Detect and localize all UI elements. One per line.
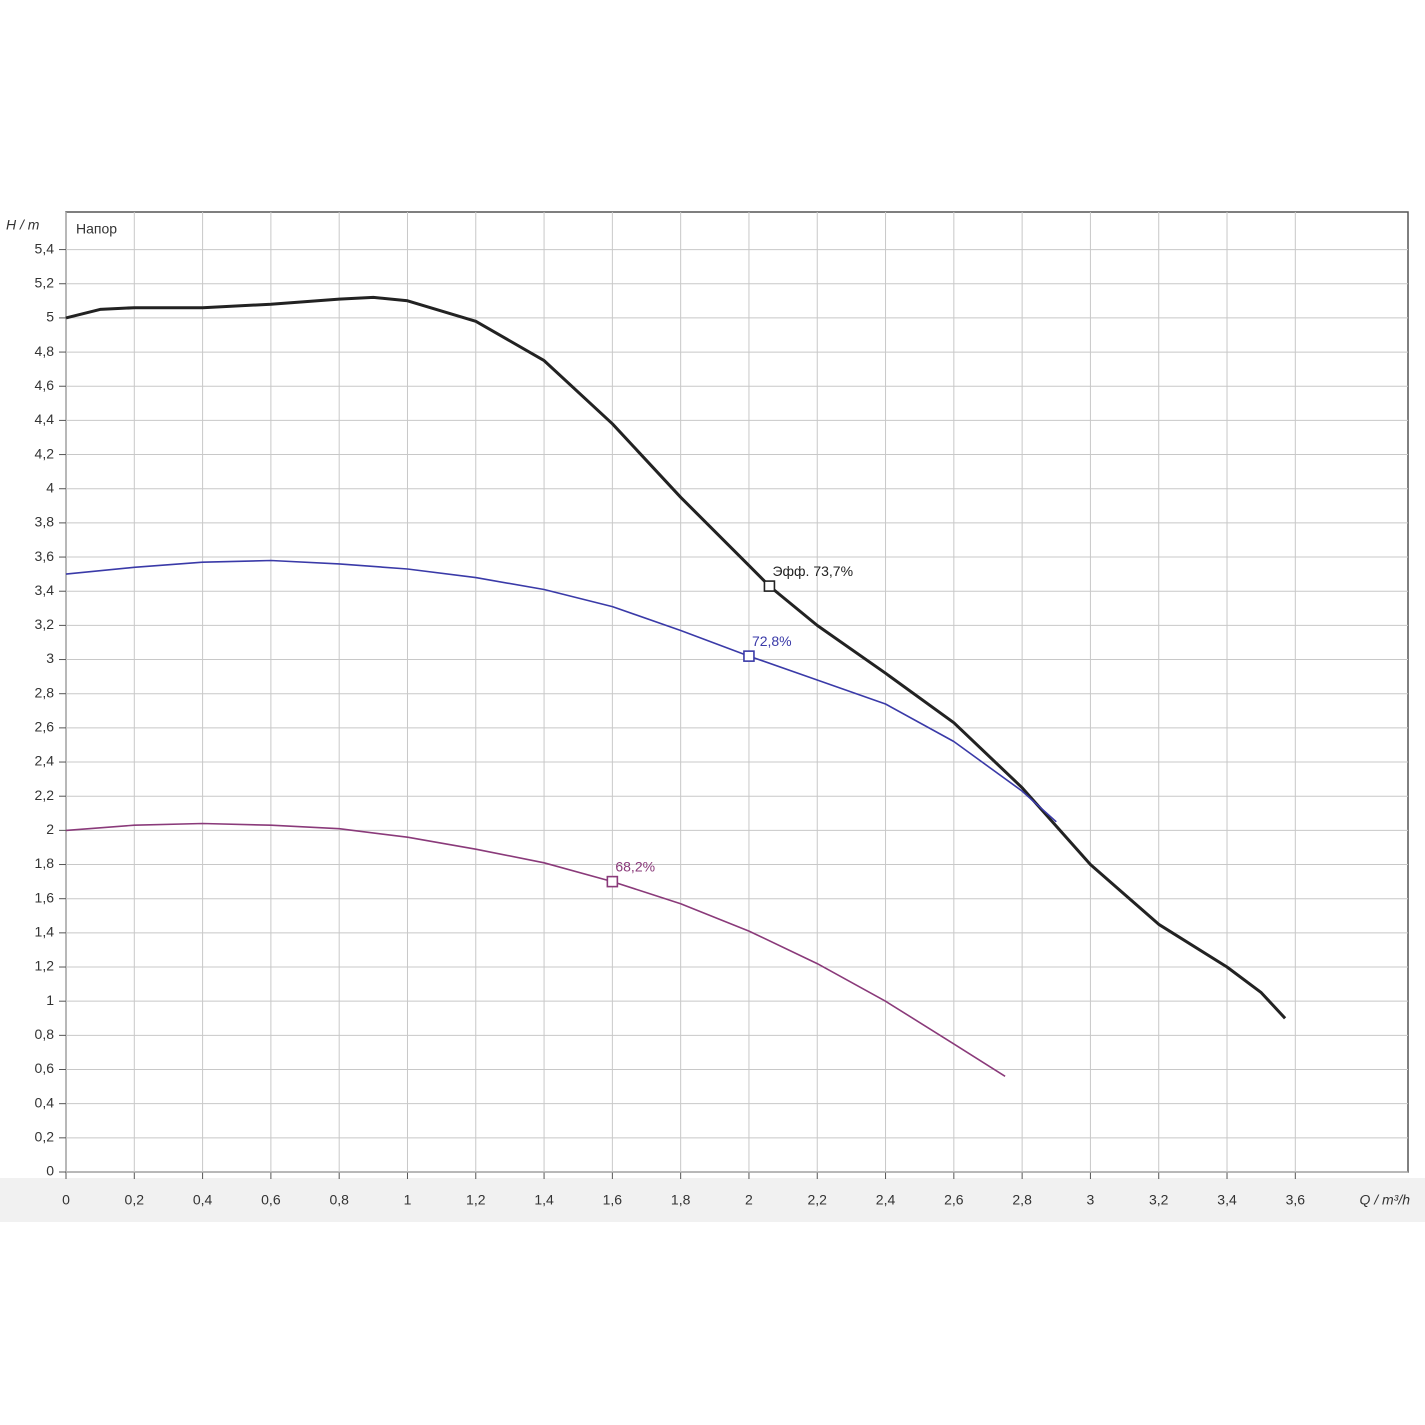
x-tick-label: 1 bbox=[404, 1192, 412, 1208]
series-line bbox=[65, 295, 1287, 1020]
y-tick-label: 1,2 bbox=[35, 958, 55, 974]
series-line bbox=[65, 559, 1057, 823]
y-tick-label: 5 bbox=[46, 309, 54, 325]
x-tick-label: 2,2 bbox=[808, 1192, 828, 1208]
annotation: 68,2% bbox=[615, 858, 655, 874]
y-tick-label: 4,6 bbox=[35, 377, 55, 393]
y-tick-label: 3,4 bbox=[35, 582, 55, 598]
x-tick-label: 3,4 bbox=[1217, 1192, 1237, 1208]
x-tick-label: 0 bbox=[62, 1192, 70, 1208]
x-tick-label: 0,2 bbox=[125, 1192, 145, 1208]
operating-point bbox=[743, 650, 755, 662]
annotation: Эфф. 73,7% bbox=[772, 563, 853, 579]
y-tick-label: 2,4 bbox=[35, 753, 55, 769]
x-tick-label: 1,4 bbox=[534, 1192, 554, 1208]
y-tick-label: 3 bbox=[46, 650, 54, 666]
y-tick-label: 5,4 bbox=[35, 240, 55, 256]
y-tick-label: 0,8 bbox=[35, 1026, 55, 1042]
x-axis-label: Q / m³/h bbox=[1359, 1192, 1410, 1208]
y-tick-label: 0,4 bbox=[35, 1094, 55, 1110]
x-tick-label: 3,6 bbox=[1286, 1192, 1306, 1208]
y-tick-label: 3,2 bbox=[35, 616, 55, 632]
x-tick-label: 2,8 bbox=[1012, 1192, 1032, 1208]
x-tick-label: 2 bbox=[745, 1192, 753, 1208]
y-tick-label: 0,2 bbox=[35, 1129, 55, 1145]
annotation: 72,8% bbox=[752, 633, 792, 649]
y-tick-label: 4,4 bbox=[35, 411, 55, 427]
operating-point bbox=[763, 580, 776, 592]
y-tick-label: 2,2 bbox=[35, 787, 55, 803]
y-tick-label: 2,8 bbox=[35, 684, 55, 700]
y-tick-label: 4,2 bbox=[35, 445, 55, 461]
series-line bbox=[65, 822, 1006, 1077]
y-axis-label: H / m bbox=[6, 217, 40, 233]
x-tick-label: 3 bbox=[1087, 1192, 1095, 1208]
y-tick-label: 1,8 bbox=[35, 855, 55, 871]
y-tick-label: 4 bbox=[46, 479, 54, 495]
y-tick-label: 2,6 bbox=[35, 719, 55, 735]
y-tick-label: 4,8 bbox=[35, 343, 55, 359]
y-tick-label: 1,6 bbox=[35, 889, 55, 905]
y-tick-label: 3,6 bbox=[35, 548, 55, 564]
x-tick-label: 2,6 bbox=[944, 1192, 964, 1208]
operating-point bbox=[606, 875, 619, 888]
x-tick-label: 0,8 bbox=[329, 1192, 349, 1208]
plot-area bbox=[65, 211, 1409, 1173]
y-tick-label: 2 bbox=[46, 821, 54, 837]
y-tick-label: 1,4 bbox=[35, 924, 55, 940]
axis-band bbox=[0, 1178, 1425, 1222]
y-tick-label: 0 bbox=[46, 1163, 54, 1179]
y-tick-label: 5,2 bbox=[35, 274, 55, 290]
inner-label: Напор bbox=[76, 221, 117, 237]
y-tick-label: 0,6 bbox=[35, 1060, 55, 1076]
x-tick-label: 0,6 bbox=[261, 1192, 281, 1208]
x-tick-label: 0,4 bbox=[193, 1192, 213, 1208]
x-tick-label: 2,4 bbox=[876, 1192, 896, 1208]
x-tick-label: 3,2 bbox=[1149, 1192, 1169, 1208]
x-tick-label: 1,2 bbox=[466, 1192, 486, 1208]
x-tick-label: 1,8 bbox=[671, 1192, 691, 1208]
y-tick-label: 3,8 bbox=[35, 514, 55, 530]
y-tick-label: 1 bbox=[46, 992, 54, 1008]
x-tick-label: 1,6 bbox=[603, 1192, 623, 1208]
